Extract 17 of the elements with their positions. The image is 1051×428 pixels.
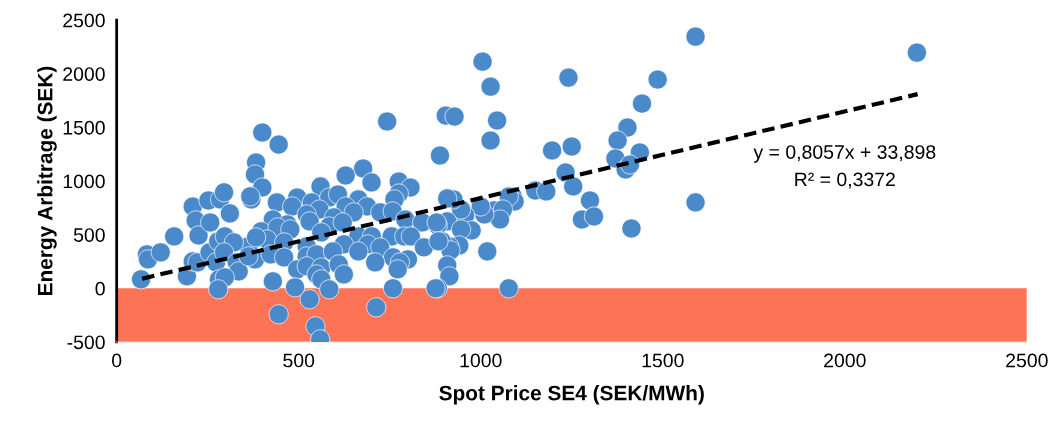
x-tick-label: 0 bbox=[112, 353, 122, 368]
y-tick-label: 2500 bbox=[63, 13, 105, 28]
x-tick-label: 1000 bbox=[460, 353, 502, 368]
y-axis-title: Energy Arbitrage (SEK) bbox=[37, 66, 57, 296]
x-tick-label: 2000 bbox=[824, 353, 866, 368]
y-tick-label: 2000 bbox=[63, 67, 105, 81]
x-axis-title: Spot Price SE4 (SEK/MWh) bbox=[439, 385, 704, 405]
y-tick-label: 1500 bbox=[63, 120, 105, 135]
x-tick-label: 1500 bbox=[642, 353, 684, 368]
y-tick-label: 1000 bbox=[63, 174, 105, 189]
x-tick-label: 500 bbox=[283, 353, 315, 368]
y-tick-label: -500 bbox=[67, 335, 105, 350]
y-tick-label: 0 bbox=[95, 281, 105, 296]
annotation: R² = 0,3372 bbox=[795, 172, 895, 189]
y-tick-label: 500 bbox=[73, 228, 105, 242]
annotation: y = 0,8057x + 33,898 bbox=[753, 145, 936, 163]
x-tick-label: 2500 bbox=[1006, 353, 1048, 368]
